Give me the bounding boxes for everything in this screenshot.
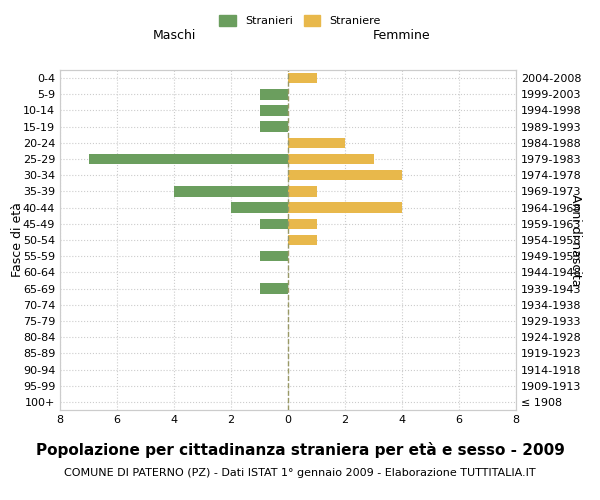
Text: COMUNE DI PATERNO (PZ) - Dati ISTAT 1° gennaio 2009 - Elaborazione TUTTITALIA.IT: COMUNE DI PATERNO (PZ) - Dati ISTAT 1° g… <box>64 468 536 477</box>
Text: Maschi: Maschi <box>152 30 196 43</box>
Bar <box>260 105 288 116</box>
Bar <box>231 202 288 213</box>
Bar <box>89 154 288 164</box>
Bar <box>288 138 345 148</box>
Text: Anni di nascita: Anni di nascita <box>569 194 583 286</box>
Bar <box>288 202 402 213</box>
Legend: Stranieri, Straniere: Stranieri, Straniere <box>215 10 385 31</box>
Bar <box>288 154 373 164</box>
Bar <box>288 73 317 84</box>
Text: Femmine: Femmine <box>373 30 431 43</box>
Bar <box>260 89 288 100</box>
Bar <box>288 186 317 196</box>
Text: Fasce di età: Fasce di età <box>11 202 25 278</box>
Bar <box>260 284 288 294</box>
Bar <box>288 218 317 229</box>
Bar <box>288 234 317 246</box>
Bar <box>288 170 402 180</box>
Bar <box>260 122 288 132</box>
Text: Popolazione per cittadinanza straniera per età e sesso - 2009: Popolazione per cittadinanza straniera p… <box>35 442 565 458</box>
Bar <box>174 186 288 196</box>
Bar <box>260 218 288 229</box>
Bar <box>260 251 288 262</box>
